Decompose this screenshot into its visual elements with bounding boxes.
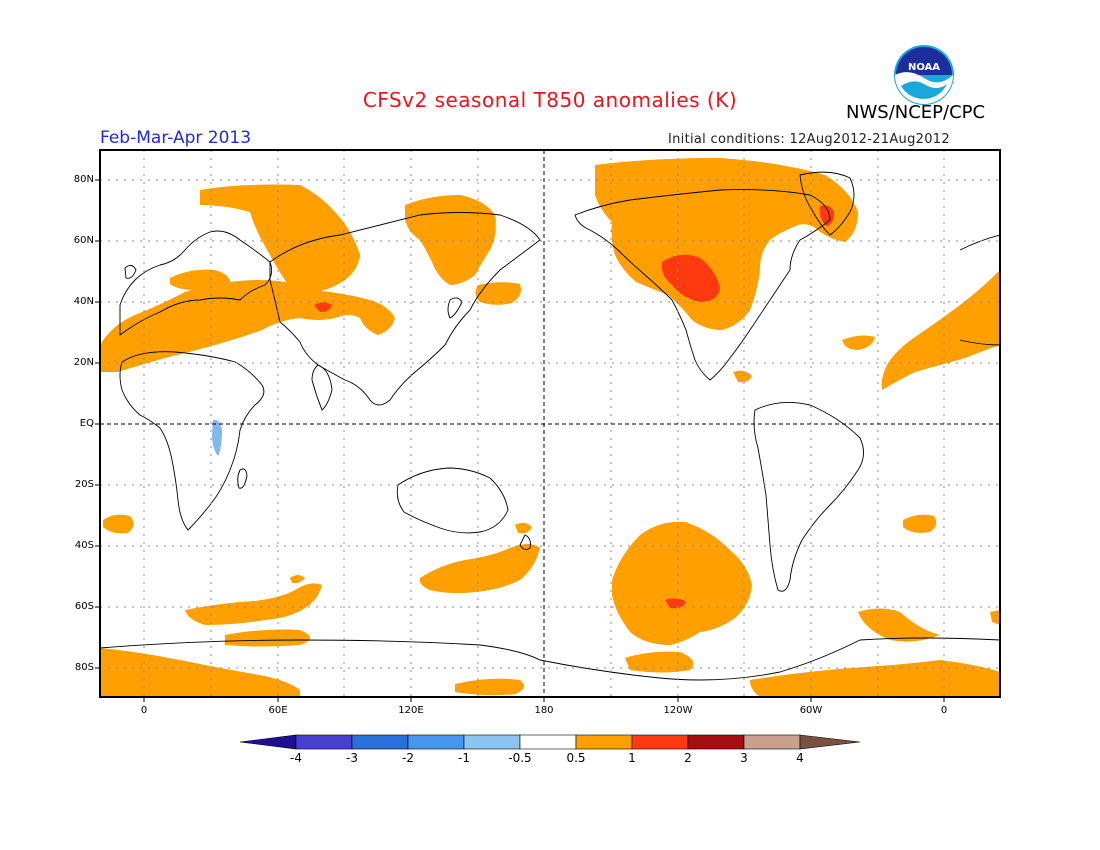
lat-label-40n: 40N	[73, 296, 94, 307]
lat-label-80s: 80S	[74, 662, 94, 673]
agency-label: NWS/NCEP/CPC	[846, 102, 986, 123]
map-title: CFSv2 seasonal T850 anomalies (K)	[362, 88, 738, 112]
colorbar-label-1: 1	[628, 751, 636, 765]
colorbar-segment-8	[687, 734, 745, 750]
colorbar-segment-3	[407, 734, 465, 750]
colorbar-segment-2	[351, 734, 409, 750]
colorbar-arrow-left	[239, 734, 297, 750]
lon-label-0-east: 0	[940, 705, 948, 716]
colorbar-segment-9	[743, 734, 801, 750]
colorbar-segment-5	[519, 734, 577, 750]
lon-label-60e: 60E	[268, 705, 288, 716]
anomaly-strong-regions	[314, 205, 834, 609]
colorbar-segment-4	[463, 734, 521, 750]
colorbar-label-m4: -4	[290, 751, 302, 765]
initial-conditions-label: Initial conditions: 12Aug2012-21Aug2012	[668, 132, 950, 147]
colorbar-arrow-right	[799, 734, 861, 750]
lon-label-0: 0	[140, 705, 148, 716]
colorbar-label-m3: -3	[346, 751, 358, 765]
lat-label-40s: 40S	[74, 540, 94, 551]
lat-label-20s: 20S	[74, 479, 94, 490]
colorbar-label-3: 3	[740, 751, 748, 765]
lon-label-60w: 60W	[799, 705, 823, 716]
lat-label-eq: EQ	[79, 418, 94, 429]
lat-label-80n: 80N	[73, 174, 94, 185]
lon-label-180: 180	[534, 705, 554, 716]
colorbar-label-m1: -1	[458, 751, 470, 765]
equator-dateline	[100, 150, 1000, 697]
lat-label-20n: 20N	[73, 357, 94, 368]
colorbar-segment-6	[575, 734, 633, 750]
colorbar-label-m05: -0.5	[508, 751, 532, 765]
colorbar-label-4: 4	[796, 751, 804, 765]
noaa-logo: NOAA	[894, 45, 954, 105]
lon-label-120w: 120W	[663, 705, 693, 716]
anomaly-cool-regions	[212, 419, 222, 456]
colorbar-segment-1	[295, 734, 353, 750]
lon-label-120e: 120E	[398, 705, 424, 716]
colorbar-label-m2: -2	[402, 751, 414, 765]
colorbar-label-05: 0.5	[566, 751, 586, 765]
lat-label-60n: 60N	[73, 235, 94, 246]
colorbar-label-2: 2	[684, 751, 692, 765]
lat-label-60s: 60S	[74, 601, 94, 612]
noaa-logo-text: NOAA	[908, 62, 940, 73]
season-label: Feb-Mar-Apr 2013	[100, 128, 252, 148]
colorbar-segment-7	[631, 734, 689, 750]
anomaly-warm-regions	[100, 158, 1000, 697]
